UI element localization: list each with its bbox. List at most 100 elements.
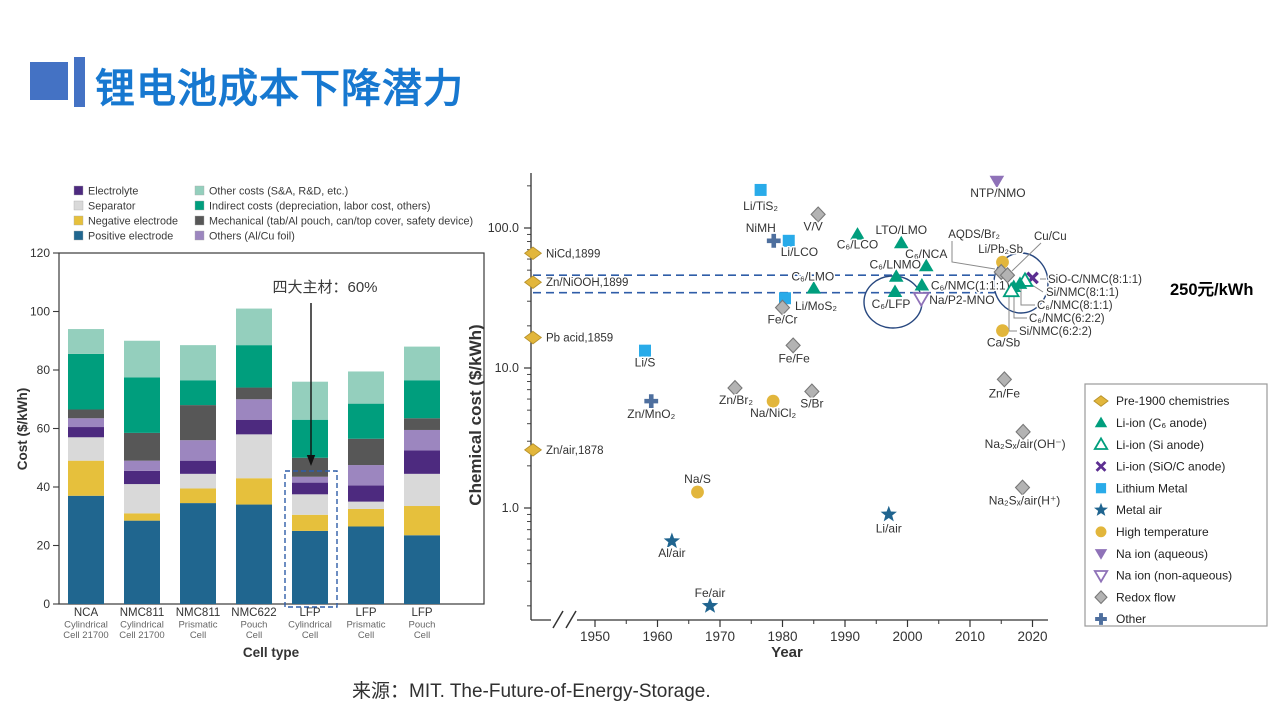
bar-segment (348, 371, 384, 404)
scatter-legend-label: Pre-1900 chemistries (1116, 394, 1229, 408)
bar-segment (68, 329, 104, 354)
y-tick-label: 100.0 (488, 221, 519, 235)
marker-circle (996, 255, 1009, 269)
legend-swatch (194, 230, 205, 241)
marker-triangle (914, 277, 930, 291)
marker-diamond (523, 275, 543, 289)
bar-x-label: LFP (355, 607, 376, 619)
legend-label: Positive electrode (88, 231, 173, 243)
pre1900-label: Zn/NiOOH,1899 (546, 277, 628, 289)
axis-break-slash (552, 610, 564, 629)
marker-triangle (806, 281, 822, 294)
marker-star (663, 532, 681, 549)
marker-diamond-gray (810, 206, 826, 223)
marker-diamond-gray (996, 371, 1013, 388)
x-tick-label: 1960 (642, 629, 672, 644)
scatter-point-label: NiMH (746, 221, 776, 235)
bar-x-sublabel: Cylindrical (288, 620, 332, 631)
legend-label: Electrolyte (88, 186, 138, 198)
bar-segment (124, 432, 160, 461)
scatter-legend-label: Na ion (aqueous) (1116, 547, 1208, 561)
bar-segment (124, 460, 160, 471)
scatter-point-label: Na₂Sₓ/air(H⁺) (989, 494, 1061, 508)
x-tick-label: 1990 (830, 629, 860, 644)
scatter-callout-label: Cu/Cu (1034, 231, 1067, 243)
scatter-point-label: Li/air (876, 521, 902, 535)
legend-label: Mechanical (tab/Al pouch, can/top cover,… (209, 216, 473, 228)
source-note: 来源：MIT. The-Future-of-Energy-Storage. (352, 681, 711, 702)
bar-x-sublabel: Cell (246, 630, 262, 641)
y-tick-label: 1.0 (502, 501, 519, 515)
marker-triangle-down (989, 175, 1005, 189)
scatter-legend-label: Other (1116, 612, 1146, 626)
bar-segment (68, 495, 104, 604)
bar-segment (180, 440, 216, 461)
bar-x-sublabel: Cell (414, 630, 430, 641)
callout-leader-line (1020, 287, 1035, 306)
scatter-callout-label: Si/NMC(6:2:2) (1019, 326, 1092, 338)
scatter-point-label: C₆/LFP (872, 297, 911, 311)
bar-segment (236, 387, 272, 400)
bar-segment (180, 380, 216, 406)
scatter-legend-label: Redox flow (1116, 590, 1176, 604)
x-tick-label: 2000 (892, 629, 922, 644)
bar-x-label: NMC811 (120, 607, 165, 619)
bar-segment (180, 460, 216, 474)
marker-square (639, 344, 651, 357)
scatter-point-label: Zn/Fe (989, 386, 1021, 400)
scatter-x-axis-title: Year (771, 644, 803, 661)
scatter-point-label: Fe/Fe (778, 351, 810, 365)
bar-segment (404, 450, 440, 474)
scatter-legend-label: Lithium Metal (1116, 481, 1187, 495)
bar-segment (292, 494, 328, 515)
bar-segment (180, 345, 216, 381)
bar-segment (292, 419, 328, 458)
y-tick-label: 40 (37, 480, 51, 494)
marker-triangle-down-open (912, 292, 931, 308)
marker-plus (644, 394, 659, 409)
bar-segment (404, 473, 440, 507)
bar-x-sublabel: Cell (190, 630, 206, 641)
bar-segment (68, 460, 104, 496)
marker-star (701, 597, 719, 613)
x-tick-label: 1950 (580, 629, 610, 644)
marker-square (754, 183, 767, 196)
scatter-point-label: C₆/NCA (905, 247, 947, 261)
callout-leader-line (1013, 291, 1027, 319)
marker-star (1094, 502, 1108, 516)
scatter-point-label: Fe/air (695, 586, 726, 600)
bar-segment (236, 504, 272, 604)
marker-diamond-gray (999, 267, 1016, 284)
legend-swatch (73, 230, 84, 241)
legend-swatch (73, 200, 84, 211)
bar-chart: Electrolyte Separator Negative electrode Po… (15, 185, 485, 660)
scatter-point-label: V/V (803, 219, 822, 233)
marker-plus (766, 233, 781, 248)
scatter-chart: 1950 1960 1970 1980 1990 2000 2010 2020 Year 100.… (466, 173, 1268, 661)
y-tick-label: 20 (37, 539, 51, 553)
scatter-point-label: Fe/Cr (768, 313, 798, 327)
scatter-point-label: Zn/MnO₂ (627, 407, 675, 421)
legend-swatch (194, 185, 205, 196)
bar-x-label: NCA (74, 607, 99, 619)
bar-x-sublabel: Cylindrical (64, 620, 108, 631)
marker-triangle-down (1094, 549, 1108, 560)
bar-segment (292, 457, 328, 477)
bar-segment (348, 485, 384, 502)
legend-swatch (194, 200, 205, 211)
bar-x-sublabel: Cell (358, 630, 374, 641)
x-tick-label: 2010 (955, 629, 985, 644)
marker-diamond-gray (1015, 423, 1031, 441)
legend-label: Negative electrode (88, 216, 178, 228)
y-tick-label: 0 (43, 597, 50, 611)
scatter-legend-label: High temperature (1116, 525, 1209, 539)
title-accent-square (30, 62, 68, 100)
scatter-point-label: C₆/LNMO (869, 258, 921, 272)
legend-label: Others (Al/Cu foil) (209, 231, 295, 243)
marker-diamond-gray (774, 299, 791, 316)
bar-x-label: NMC811 (176, 607, 221, 619)
marker-circle (996, 324, 1009, 337)
callout-leader-line (1011, 242, 1042, 272)
marker-square (782, 234, 795, 247)
bar-segment (292, 381, 328, 420)
